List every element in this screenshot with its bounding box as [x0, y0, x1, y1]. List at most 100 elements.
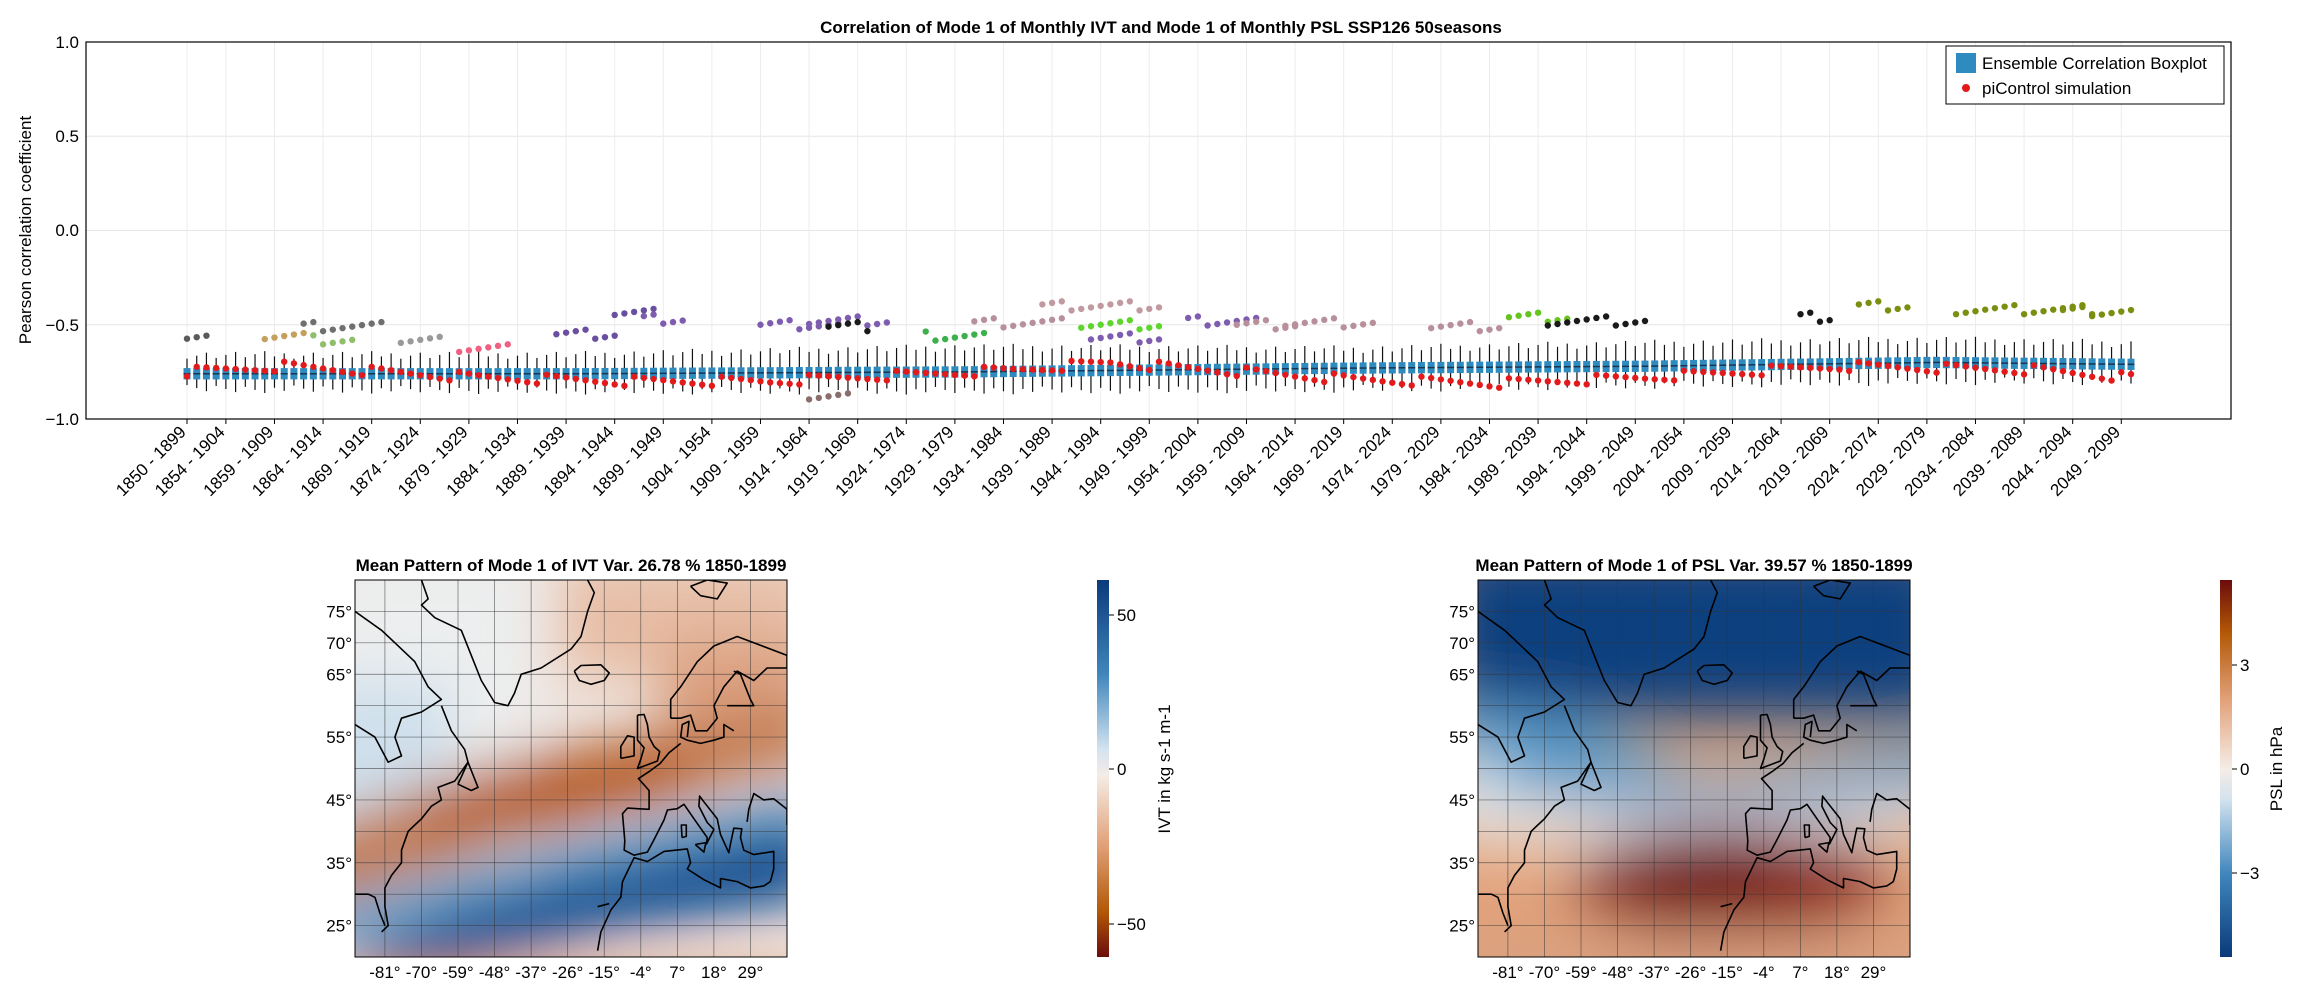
- picontrol-point: [1291, 373, 1299, 380]
- map-y-tick-label: 25°: [1449, 917, 1475, 936]
- picontrol-point: [1602, 372, 1610, 379]
- picontrol-point: [621, 382, 628, 390]
- canary-islands-coastline: [1720, 902, 1733, 908]
- y-tick-label: −1.0: [45, 410, 79, 429]
- ivt-colorbar-tick: 50: [1117, 606, 1136, 625]
- north-america-coastline: [1504, 705, 1592, 933]
- outlier-point: [349, 336, 356, 344]
- picontrol-point: [1505, 375, 1513, 382]
- picontrol-point: [805, 371, 813, 379]
- picontrol-point: [1330, 370, 1338, 377]
- outlier-point: [1437, 323, 1445, 330]
- outlier-point: [1048, 316, 1056, 324]
- picontrol-point: [553, 372, 560, 380]
- map-x-tick-label: -26°: [552, 963, 583, 982]
- outlier-point: [329, 326, 336, 333]
- canada-arctic-coastline: [1478, 610, 1566, 764]
- y-tick-label: 0.0: [55, 221, 79, 240]
- outlier-point: [349, 323, 356, 330]
- canada-arctic-coastline: [355, 610, 443, 764]
- outlier-point: [2001, 303, 2008, 310]
- outlier-point: [329, 339, 336, 347]
- picontrol-point: [650, 375, 657, 383]
- picontrol-point: [1019, 366, 1027, 373]
- sicily-coastline: [1817, 841, 1830, 853]
- picontrol-point: [1496, 384, 1503, 391]
- picontrol-point: [2040, 364, 2047, 371]
- picontrol-point: [1486, 383, 1493, 390]
- psl-map-ticks: -81° -70° -59° -48° -37° -26° -15° -4° 7° 18° 29° 7…: [1449, 602, 1886, 982]
- outlier-point: [1116, 318, 1124, 325]
- outlier-point: [1544, 322, 1552, 329]
- map-x-tick-label: -4°: [630, 963, 652, 982]
- outlier-point: [1534, 309, 1542, 316]
- outlier-point: [203, 332, 210, 339]
- map-y-tick-label: 55°: [326, 728, 352, 747]
- psl-colorbar-label: PSL in hPa: [2267, 726, 2286, 811]
- north-america-coastline: [381, 705, 469, 933]
- outlier-point: [300, 320, 307, 327]
- picontrol-point: [465, 370, 473, 377]
- map-x-tick-label: 7°: [1792, 963, 1808, 982]
- picontrol-point: [1651, 376, 1658, 383]
- outlier-point: [300, 329, 307, 337]
- outlier-point: [1262, 317, 1270, 324]
- map-x-tick-label: -15°: [589, 963, 620, 982]
- outlier-point: [650, 311, 657, 318]
- svalbard-coastline: [690, 580, 729, 600]
- legend-frame: [1945, 45, 2225, 105]
- ivt-colorbar-tick: −50: [1117, 915, 1146, 934]
- outlier-point: [1952, 310, 1960, 318]
- outlier-point: [1116, 299, 1124, 307]
- map-x-tick-label: -70°: [406, 963, 437, 982]
- greenland-coastline: [1543, 580, 1719, 707]
- outlier-point: [1457, 320, 1464, 327]
- picontrol-point: [183, 373, 191, 380]
- picontrol-point: [271, 368, 278, 375]
- outlier-point: [562, 329, 570, 336]
- picontrol-point: [971, 373, 978, 380]
- map-x-tick-label: 18°: [1824, 963, 1850, 982]
- gulf-coastline: [1478, 893, 1509, 926]
- map-x-tick-label: -81°: [1492, 963, 1523, 982]
- picontrol-point: [2059, 367, 2067, 375]
- north-africa-coastline: [596, 848, 771, 951]
- outlier-point: [465, 347, 473, 354]
- map-y-tick-label: 45°: [326, 791, 352, 810]
- picontrol-point: [1670, 377, 1678, 384]
- picontrol-point: [757, 378, 764, 385]
- picontrol-point: [319, 365, 327, 372]
- picontrol-point: [1855, 358, 1863, 366]
- gulf-coastline: [355, 893, 386, 926]
- map-x-tick-label: 29°: [738, 963, 764, 982]
- outlier-point: [1505, 314, 1513, 321]
- map-x-tick-label: -70°: [1529, 963, 1560, 982]
- psl-colorbar: [2220, 580, 2232, 957]
- picontrol-point: [1593, 371, 1600, 379]
- outlier-point: [951, 334, 959, 341]
- picontrol-point: [922, 369, 929, 377]
- picontrol-point: [776, 379, 784, 387]
- outlier-point: [1301, 319, 1309, 327]
- outlier-point: [1486, 326, 1493, 333]
- outlier-point: [1573, 317, 1581, 325]
- outlier-point: [1855, 301, 1863, 308]
- ivt-map-frame: [354, 579, 788, 958]
- picontrol-point: [543, 371, 550, 378]
- y-tick-label: 0.5: [55, 127, 79, 146]
- picontrol-point: [1233, 372, 1240, 380]
- outlier-point: [1019, 321, 1027, 328]
- psl-colorbar-tick: 0: [2240, 760, 2249, 779]
- outlier-point: [601, 333, 609, 341]
- map-x-tick-label: -4°: [1753, 963, 1775, 982]
- picontrol-point: [485, 373, 492, 380]
- picontrol-point: [1739, 370, 1746, 378]
- outlier-point: [776, 318, 784, 325]
- ivt-colorbar-label: IVT in kg s-1 m-1: [1155, 704, 1174, 833]
- outlier-point: [1826, 317, 1833, 324]
- outlier-point: [1340, 324, 1347, 331]
- outlier-point: [757, 321, 764, 328]
- outlier-point: [290, 331, 298, 338]
- ivt-colorbar-tick: 0: [1117, 760, 1126, 779]
- outlier-point: [494, 342, 502, 350]
